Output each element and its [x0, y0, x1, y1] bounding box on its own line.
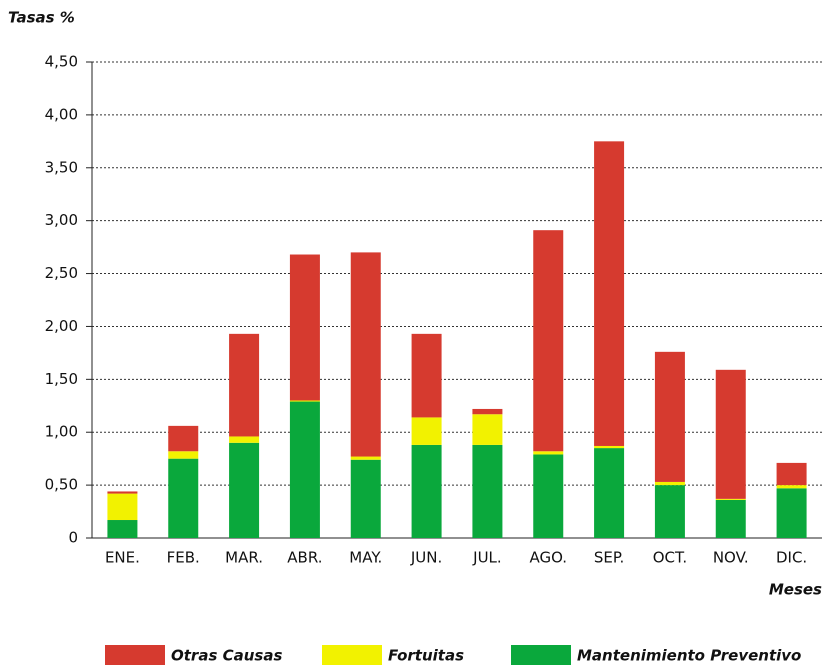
bar-segment: [229, 436, 260, 443]
bar-segment: [168, 425, 199, 452]
bar-segment: [472, 444, 503, 538]
x-tick-label: SEP.: [594, 549, 624, 567]
bar-segment: [289, 401, 320, 538]
bar-segment: [776, 488, 807, 538]
x-tick-label: OCT.: [653, 549, 687, 567]
x-tick-label: JUN.: [410, 549, 442, 567]
bar-segment: [289, 254, 320, 401]
bar-segment: [715, 499, 746, 538]
legend-swatch: [322, 645, 382, 665]
bar-segment: [594, 445, 625, 449]
bar-segment: [229, 442, 260, 538]
bar-segment: [654, 351, 685, 482]
y-axis-title: Tasas %: [8, 9, 75, 27]
bar-segment: [715, 369, 746, 499]
y-tick-label: 0,50: [45, 476, 78, 494]
legend-swatch: [105, 645, 165, 665]
bar-segment: [533, 454, 564, 538]
y-tick-label: 1,50: [45, 370, 78, 388]
bar-segment: [107, 491, 138, 494]
legend-label: Fortuitas: [388, 647, 464, 665]
legend-label: Otras Causas: [171, 647, 282, 665]
y-tick-label: 3,00: [45, 211, 78, 229]
y-tick-label: 4,00: [45, 105, 78, 123]
bar-segment: [472, 408, 503, 415]
bar-segment: [594, 141, 625, 446]
bar-segment: [350, 252, 381, 457]
x-tick-label: DIC.: [776, 549, 807, 567]
bar-segment: [168, 451, 199, 459]
bar-segment: [715, 498, 746, 500]
x-tick-label: ENE.: [105, 549, 140, 567]
bar-segment: [472, 414, 503, 445]
x-tick-label: FEB.: [167, 549, 200, 567]
x-tick-label: ABR.: [287, 549, 322, 567]
bar-segment: [411, 333, 442, 418]
bar-segment: [654, 485, 685, 538]
y-tick-label: 2,00: [45, 317, 78, 335]
x-tick-label: MAY.: [349, 549, 382, 567]
x-axis-title: Meses: [769, 581, 822, 599]
x-tick-label: NOV.: [713, 549, 749, 567]
y-tick-label: 3,50: [45, 158, 78, 176]
bar-segment: [107, 493, 138, 521]
bar-segment: [107, 520, 138, 538]
y-tick-label: 1,00: [45, 423, 78, 441]
legend-label: Mantenimiento Preventivo: [577, 647, 801, 665]
bar-segment: [654, 481, 685, 486]
bar-segment: [350, 459, 381, 538]
bar-segment: [350, 456, 381, 460]
bar-segment: [776, 462, 807, 486]
x-tick-label: AGO.: [529, 549, 567, 567]
bar-segment: [533, 451, 564, 455]
bar-segment: [776, 485, 807, 489]
y-tick-label: 2,50: [45, 264, 78, 282]
y-tick-label: 0: [68, 529, 78, 547]
bar-segment: [168, 458, 199, 538]
y-tick-label: 4,50: [45, 53, 78, 71]
bar-segment: [533, 230, 564, 452]
bar-segment: [289, 400, 320, 402]
x-tick-label: MAR.: [225, 549, 263, 567]
bar-segment: [411, 417, 442, 445]
x-tick-label: JUL.: [472, 549, 502, 567]
bar-segment: [229, 333, 260, 437]
bar-segment: [594, 448, 625, 538]
bar-segment: [411, 444, 442, 538]
legend-swatch: [511, 645, 571, 665]
